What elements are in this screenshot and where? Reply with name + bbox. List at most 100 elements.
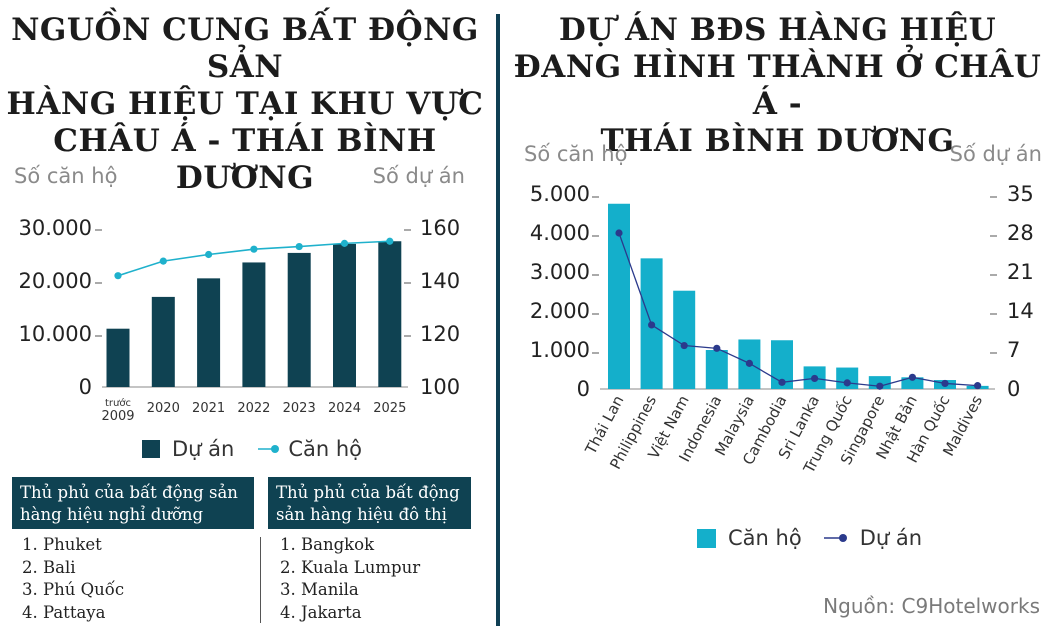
right-line-point — [941, 379, 949, 388]
urban-capitals-list: 1. Bangkok 2. Kuala Lumpur 3. Manila 4. … — [280, 534, 420, 624]
right-line-point — [778, 378, 786, 386]
right-y-tick-label: 4.000 — [530, 221, 590, 245]
right-line-point — [615, 229, 623, 237]
left-y2-tick-label: 100 — [420, 375, 460, 399]
left-bar — [197, 278, 221, 387]
right-line-point — [745, 359, 754, 367]
right-line-point — [713, 344, 721, 352]
left-y-tick-label: 30.000 — [19, 216, 92, 240]
left-legend: Dự án Căn hộ — [142, 437, 362, 461]
right-y2-tick-label: 14 — [1007, 299, 1034, 323]
right-y2-axis-title: Số dự án — [950, 142, 1042, 166]
left-bar — [106, 328, 130, 387]
left-x-tick-label: trước — [105, 397, 131, 409]
right-y-tick-label: 0 — [577, 377, 590, 401]
right-y-tick-label: 1.000 — [530, 338, 590, 362]
legend-bar-label: Dự án — [172, 437, 235, 461]
legend-bar-swatch — [142, 440, 160, 458]
left-line-point — [295, 242, 303, 251]
right-line-point — [648, 321, 656, 329]
right-y-axis-title: Số căn hộ — [524, 142, 627, 166]
left-line-point — [205, 250, 213, 259]
left-y-tick-label: 20.000 — [19, 269, 92, 293]
legend-line-marker-icon — [258, 445, 280, 453]
center-divider — [496, 14, 500, 626]
left-bar — [287, 252, 311, 387]
left-y-tick-label: 0 — [79, 375, 92, 399]
right-line-point — [876, 382, 884, 390]
right-line-point — [908, 373, 917, 381]
left-bar — [333, 243, 356, 387]
right-y2-tick-label: 0 — [1007, 377, 1020, 401]
left-title-line: CHÂU Á - THÁI BÌNH DƯƠNG — [53, 123, 437, 196]
right-title-line: THÁI BÌNH DƯƠNG — [600, 123, 955, 159]
resort-capitals-header: Thủ phủ của bất động sản hàng hiệu nghỉ … — [12, 477, 254, 529]
left-line-point — [114, 272, 122, 280]
source-note: Nguồn: C9Hotelworks — [823, 594, 1040, 618]
left-y-axis-title: Số căn hộ — [14, 164, 117, 188]
right-title-line: ĐANG HÌNH THÀNH Ở CHÂU Á - — [513, 49, 1042, 122]
left-bar — [151, 296, 175, 387]
right-line-point — [843, 379, 851, 387]
right-bar — [673, 290, 696, 389]
left-y2-axis-title: Số dự án — [373, 164, 465, 188]
right-y2-tick-label: 21 — [1007, 260, 1034, 284]
right-y2-tick-label: 28 — [1007, 221, 1034, 245]
right-y-tick-label: 3.000 — [530, 260, 590, 284]
left-title-line: HÀNG HIỆU TẠI KHU VỰC — [6, 86, 484, 122]
right-bar — [901, 377, 924, 389]
right-y2-tick-label: 35 — [1007, 182, 1034, 206]
right-title-line: DỰ ÁN BĐS HÀNG HIỆU — [558, 12, 997, 48]
left-line-point — [250, 245, 258, 253]
right-y-tick-label: 5.000 — [530, 182, 590, 206]
left-x-tick-label: 2025 — [373, 401, 406, 416]
left-title-line: NGUỒN CUNG BẤT ĐỘNG SẢN — [11, 12, 479, 85]
left-y2-tick-label: 160 — [420, 216, 460, 240]
left-bar — [378, 241, 402, 387]
left-y2-tick-label: 140 — [420, 269, 460, 293]
right-legend: Căn hộ Dự án — [697, 526, 922, 550]
urban-capitals-header-line: sản hàng hiệu đô thị — [276, 505, 447, 524]
left-x-tick-label: 2021 — [192, 401, 225, 416]
list-item: 1. Phuket — [22, 535, 102, 554]
right-line-point — [680, 341, 688, 350]
list-item: 3. Manila — [280, 580, 359, 599]
legend-line-label: Dự án — [859, 526, 923, 550]
list-item: 2. Kuala Lumpur — [280, 557, 421, 577]
resort-capitals-header-line: hàng hiệu nghỉ dưỡng — [20, 505, 204, 524]
left-x-tick-label: 2022 — [237, 401, 270, 416]
left-line-point — [159, 257, 167, 265]
right-bar — [771, 340, 793, 389]
right-line-series — [618, 232, 978, 387]
urban-capitals-header: Thủ phủ của bất động sản hàng hiệu đô th… — [268, 477, 471, 529]
legend-line-label: Căn hộ — [288, 437, 363, 461]
resort-capitals-header-line: Thủ phủ của bất động sản — [20, 483, 238, 502]
left-x-tick-label: 2023 — [283, 401, 316, 416]
left-x-tick-label: 2020 — [147, 401, 180, 416]
left-bar — [242, 262, 266, 387]
list-item: 2. Bali — [22, 557, 76, 577]
list-item: 4. Pattaya — [22, 602, 106, 622]
right-chart-title: DỰ ÁN BĐS HÀNG HIỆU ĐANG HÌNH THÀNH Ở CH… — [505, 12, 1050, 160]
list-item: 1. Bangkok — [280, 535, 375, 554]
urban-capitals-header-line: Thủ phủ của bất động — [276, 483, 460, 502]
resort-capitals-list: 1. Phuket 2. Bali 3. Phú Quốc 4. Pattaya — [22, 534, 124, 624]
right-y2-tick-label: 7 — [1007, 338, 1020, 362]
left-x-tick-label: 2009 — [101, 409, 134, 424]
right-y-tick-label: 2.000 — [530, 299, 590, 323]
left-y-tick-label: 10.000 — [19, 322, 92, 346]
left-y2-tick-label: 120 — [420, 322, 460, 346]
legend-line-marker-icon — [823, 534, 847, 542]
right-bar — [705, 350, 728, 389]
right-line-point — [811, 374, 819, 383]
right-line-point — [974, 382, 982, 390]
left-x-tick-label: 2024 — [328, 401, 361, 416]
left-chart-title: NGUỒN CUNG BẤT ĐỘNG SẢN HÀNG HIỆU TẠI KH… — [0, 12, 490, 197]
left-line-point — [386, 237, 394, 245]
legend-bar-label: Căn hộ — [728, 526, 802, 550]
list-divider — [260, 537, 261, 623]
list-item: 4. Jakarta — [280, 602, 362, 622]
legend-bar-swatch — [697, 528, 716, 548]
list-item: 3. Phú Quốc — [22, 580, 125, 599]
